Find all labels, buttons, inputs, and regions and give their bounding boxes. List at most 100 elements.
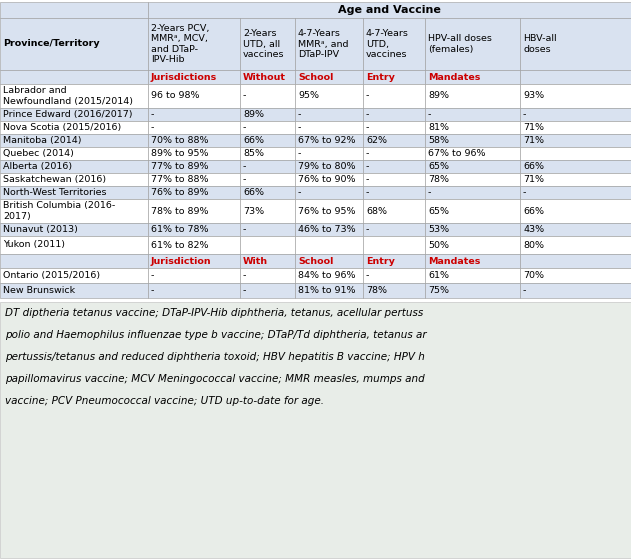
- Text: Without: Without: [243, 72, 286, 82]
- Text: 61%: 61%: [428, 271, 449, 280]
- Text: 89%: 89%: [243, 110, 264, 119]
- Bar: [520, 160, 631, 173]
- Bar: [0, 199, 148, 223]
- Bar: [520, 70, 631, 84]
- Bar: [148, 283, 240, 298]
- Bar: [295, 147, 363, 160]
- Bar: [425, 236, 520, 254]
- Text: School: School: [298, 72, 333, 82]
- Bar: [520, 134, 631, 147]
- Text: -: -: [298, 188, 302, 197]
- Text: Entry: Entry: [366, 256, 395, 265]
- Bar: [240, 160, 295, 173]
- Text: 65%: 65%: [428, 207, 449, 216]
- Text: 50%: 50%: [428, 240, 449, 250]
- Bar: [0, 268, 148, 283]
- Bar: [425, 147, 520, 160]
- Bar: [240, 121, 295, 134]
- Bar: [240, 186, 295, 199]
- Bar: [520, 223, 631, 236]
- Bar: [425, 18, 520, 70]
- Text: 78%: 78%: [428, 175, 449, 184]
- Bar: [295, 268, 363, 283]
- Bar: [295, 121, 363, 134]
- Text: -: -: [366, 225, 369, 234]
- Bar: [240, 236, 295, 254]
- Bar: [520, 254, 631, 268]
- Bar: [520, 236, 631, 254]
- Bar: [0, 18, 148, 70]
- Bar: [0, 2, 148, 18]
- Text: 85%: 85%: [243, 149, 264, 158]
- Bar: [295, 223, 363, 236]
- Text: 62%: 62%: [366, 136, 387, 145]
- Text: 73%: 73%: [243, 207, 264, 216]
- Text: 78%: 78%: [366, 286, 387, 295]
- Text: 58%: 58%: [428, 136, 449, 145]
- Bar: [240, 84, 295, 108]
- Bar: [425, 283, 520, 298]
- Bar: [0, 173, 148, 186]
- Bar: [425, 199, 520, 223]
- Text: Prince Edward (2016/2017): Prince Edward (2016/2017): [3, 110, 133, 119]
- Text: -: -: [523, 110, 526, 119]
- Text: Manitoba (2014): Manitoba (2014): [3, 136, 81, 145]
- Text: Quebec (2014): Quebec (2014): [3, 149, 74, 158]
- Text: 4-7-Years
MMRᵃ, and
DTaP-IPV: 4-7-Years MMRᵃ, and DTaP-IPV: [298, 29, 348, 59]
- Text: -: -: [151, 110, 155, 119]
- Text: 66%: 66%: [523, 162, 544, 171]
- Bar: [425, 186, 520, 199]
- Bar: [148, 268, 240, 283]
- Bar: [0, 283, 148, 298]
- Text: 78% to 89%: 78% to 89%: [151, 207, 208, 216]
- Text: 89%: 89%: [428, 91, 449, 100]
- Text: 66%: 66%: [243, 136, 264, 145]
- Bar: [0, 186, 148, 199]
- Text: 93%: 93%: [523, 91, 544, 100]
- Bar: [425, 84, 520, 108]
- Bar: [0, 236, 148, 254]
- Text: 46% to 73%: 46% to 73%: [298, 225, 356, 234]
- Text: Alberta (2016): Alberta (2016): [3, 162, 72, 171]
- Bar: [240, 18, 295, 70]
- Text: -: -: [298, 123, 302, 132]
- Bar: [148, 160, 240, 173]
- Bar: [148, 108, 240, 121]
- Text: -: -: [366, 91, 369, 100]
- Bar: [363, 268, 425, 283]
- Bar: [425, 108, 520, 121]
- Bar: [240, 283, 295, 298]
- Text: 66%: 66%: [523, 207, 544, 216]
- Bar: [240, 108, 295, 121]
- Text: Saskatchewan (2016): Saskatchewan (2016): [3, 175, 106, 184]
- Text: -: -: [151, 271, 155, 280]
- Text: 75%: 75%: [428, 286, 449, 295]
- Text: 76% to 90%: 76% to 90%: [298, 175, 355, 184]
- Text: Province/Territory: Province/Territory: [3, 40, 100, 49]
- Bar: [425, 160, 520, 173]
- Bar: [240, 173, 295, 186]
- Bar: [520, 147, 631, 160]
- Bar: [363, 70, 425, 84]
- Text: -: -: [366, 123, 369, 132]
- Bar: [0, 223, 148, 236]
- Bar: [148, 18, 240, 70]
- Text: 61% to 82%: 61% to 82%: [151, 240, 208, 250]
- Text: 89% to 95%: 89% to 95%: [151, 149, 208, 158]
- Bar: [363, 84, 425, 108]
- Bar: [295, 173, 363, 186]
- Bar: [363, 18, 425, 70]
- Bar: [363, 160, 425, 173]
- Text: -: -: [243, 91, 246, 100]
- Text: 70%: 70%: [523, 271, 544, 280]
- Bar: [0, 121, 148, 134]
- Bar: [295, 108, 363, 121]
- Text: polio and Haemophilus influenzae type b vaccine; DTaP/Td diphtheria, tetanus ar: polio and Haemophilus influenzae type b …: [5, 330, 427, 340]
- Bar: [240, 147, 295, 160]
- Text: New Brunswick: New Brunswick: [3, 286, 75, 295]
- Text: pertussis/tetanus and reduced diphtheria toxoid; HBV hepatitis B vaccine; HPV h: pertussis/tetanus and reduced diphtheria…: [5, 352, 425, 362]
- Text: 81% to 91%: 81% to 91%: [298, 286, 355, 295]
- Text: 77% to 88%: 77% to 88%: [151, 175, 208, 184]
- Bar: [240, 70, 295, 84]
- Text: Labrador and
Newfoundland (2015/2014): Labrador and Newfoundland (2015/2014): [3, 86, 133, 106]
